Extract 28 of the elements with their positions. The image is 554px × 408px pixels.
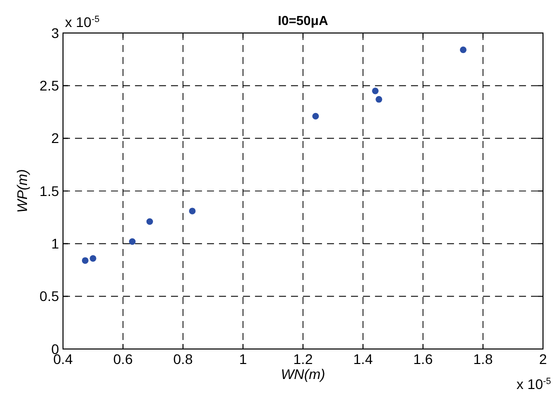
x-tick-label: 1.2 (293, 351, 313, 367)
x-tick-label: 1.4 (353, 351, 373, 367)
point (312, 112, 319, 120)
point (460, 46, 466, 54)
x-tick-label: 1 (239, 351, 248, 367)
text: x 10$^{-5}$ (65, 14, 100, 30)
x-tick-label: 0.8 (173, 351, 193, 367)
y-tick-label: 3 (51, 24, 60, 41)
y-tick-label: 1.5 (40, 182, 60, 199)
y-tick-label: 2 (51, 130, 60, 146)
y-axis-title: WP(m) (14, 169, 30, 213)
text: x 10$^{-5}$ (516, 376, 551, 392)
x-tick-label: 1.8 (473, 351, 493, 367)
point (372, 88, 379, 94)
point (189, 208, 196, 214)
chart-title: I0=50μA (278, 13, 329, 28)
x-axis-title: WN(m) (280, 366, 326, 382)
x-tick-label: 0.6 (113, 351, 133, 367)
point (376, 96, 382, 103)
x-tick-label: 2 (539, 351, 548, 367)
point (129, 238, 136, 245)
point (82, 257, 88, 264)
y-tick-label: 1 (51, 236, 60, 252)
point (146, 218, 153, 225)
y-tick-label: 2.5 (40, 78, 60, 94)
x-tick-label: 1.6 (413, 351, 433, 367)
y-tick-label: 0.5 (40, 288, 60, 304)
point (90, 255, 96, 262)
